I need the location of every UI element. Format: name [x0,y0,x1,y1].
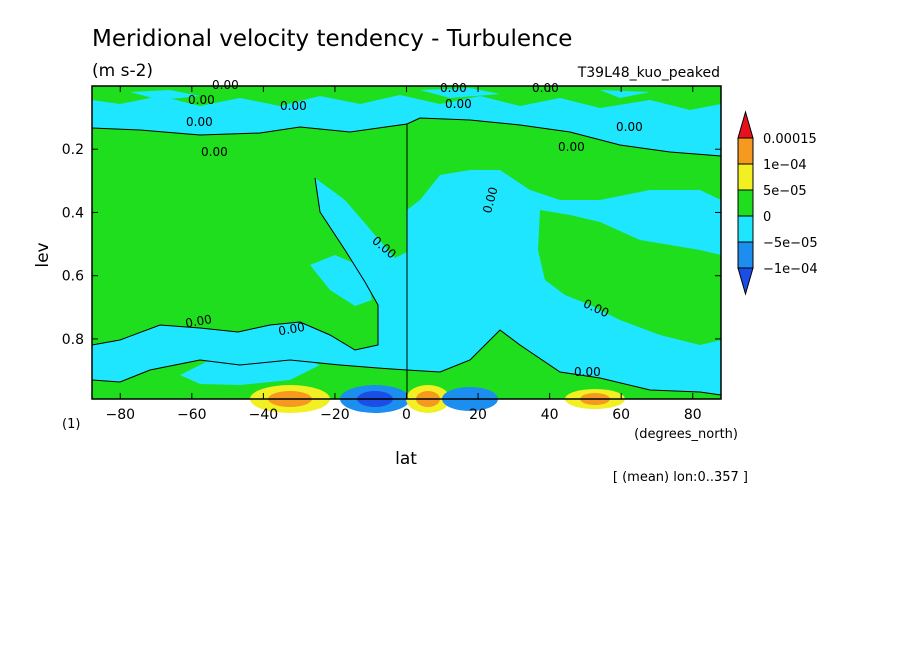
x-tick-label: −80 [105,407,135,423]
colorbar-label: 0.00015 [763,132,817,147]
contour-label: 0.00 [212,78,239,92]
contour-line-2 [91,329,722,396]
contour-line-3 [91,177,379,351]
units-label: (m s-2) [92,61,153,81]
contour-line-1 [91,117,722,157]
colorbar-segment [737,215,754,243]
contour-label: 0.00 [440,81,467,95]
x-tick-label: −20 [320,407,350,423]
y-axis-label: lev [33,242,53,267]
chart-title: Meridional velocity tendency - Turbulenc… [92,26,572,52]
contour-label: 0.00 [445,97,472,111]
colorbar: 0.00015 1e−04 5e−05 0 −5e−05 −1e−04 [737,110,818,296]
y-tick-label: 0.6 [62,269,84,285]
colorbar-bottom-arrow [737,267,754,296]
colorbar-segment [737,163,754,191]
colorbar-top-arrow [737,110,754,139]
contour-label: 0.00 [558,140,585,154]
colorbar-label: 1e−04 [763,158,807,173]
contour-label: 0.00 [201,145,228,159]
contour-label: 0.00 [480,185,500,214]
contour-label: 0.00 [616,120,643,134]
y-axis: 0.2 0.4 0.6 0.8 [62,142,721,348]
positive-region-nh-upper [407,118,721,210]
y-tick-label: 0.4 [62,205,84,221]
x-tick-label: −40 [249,407,279,423]
x-tick-label: −60 [177,407,207,423]
contour-label: 0.00 [532,81,559,95]
y-tick-label: 0.8 [62,332,84,348]
plot-area: 0.00 0.00 0.00 0.00 0.00 0.00 0.00 0.00 … [91,78,722,413]
upper-noise [92,86,721,110]
contour-label: 0.00 [188,93,215,107]
colorbar-segment [737,189,754,217]
contour-label: 0.00 [277,320,306,338]
contour-label: 0.00 [574,365,601,379]
positive-region-sh [92,124,407,350]
experiment-label: T39L48_kuo_peaked [577,65,720,81]
colorbar-label: −5e−05 [763,236,818,251]
colorbar-segment [737,137,754,165]
y-units-label: (1) [62,417,80,432]
x-axis-label: lat [395,449,417,469]
contour-label: 0.00 [186,115,213,129]
colorbar-label: 0 [763,210,771,225]
colorbar-label: 5e−05 [763,184,807,199]
colorbar-segment [737,241,754,269]
x-tick-label: 60 [612,407,630,423]
x-tick-label: 0 [402,407,411,423]
x-tick-label: 20 [469,407,487,423]
y-tick-label: 0.2 [62,142,84,158]
x-axis: −80 −60 −40 −20 0 20 40 60 80 [105,86,702,423]
contour-label: 0.00 [280,99,307,113]
negative-pocket-nh [440,260,495,302]
colorbar-label: −1e−04 [763,262,818,277]
contour-label: 0.00 [184,312,213,330]
x-tick-label: 40 [541,407,559,423]
x-tick-label: 80 [684,407,702,423]
subset-note: [ (mean) lon:0..357 ] [613,470,748,485]
positive-region-nh-mid [538,210,721,345]
x-units-label: (degrees_north) [634,427,738,442]
